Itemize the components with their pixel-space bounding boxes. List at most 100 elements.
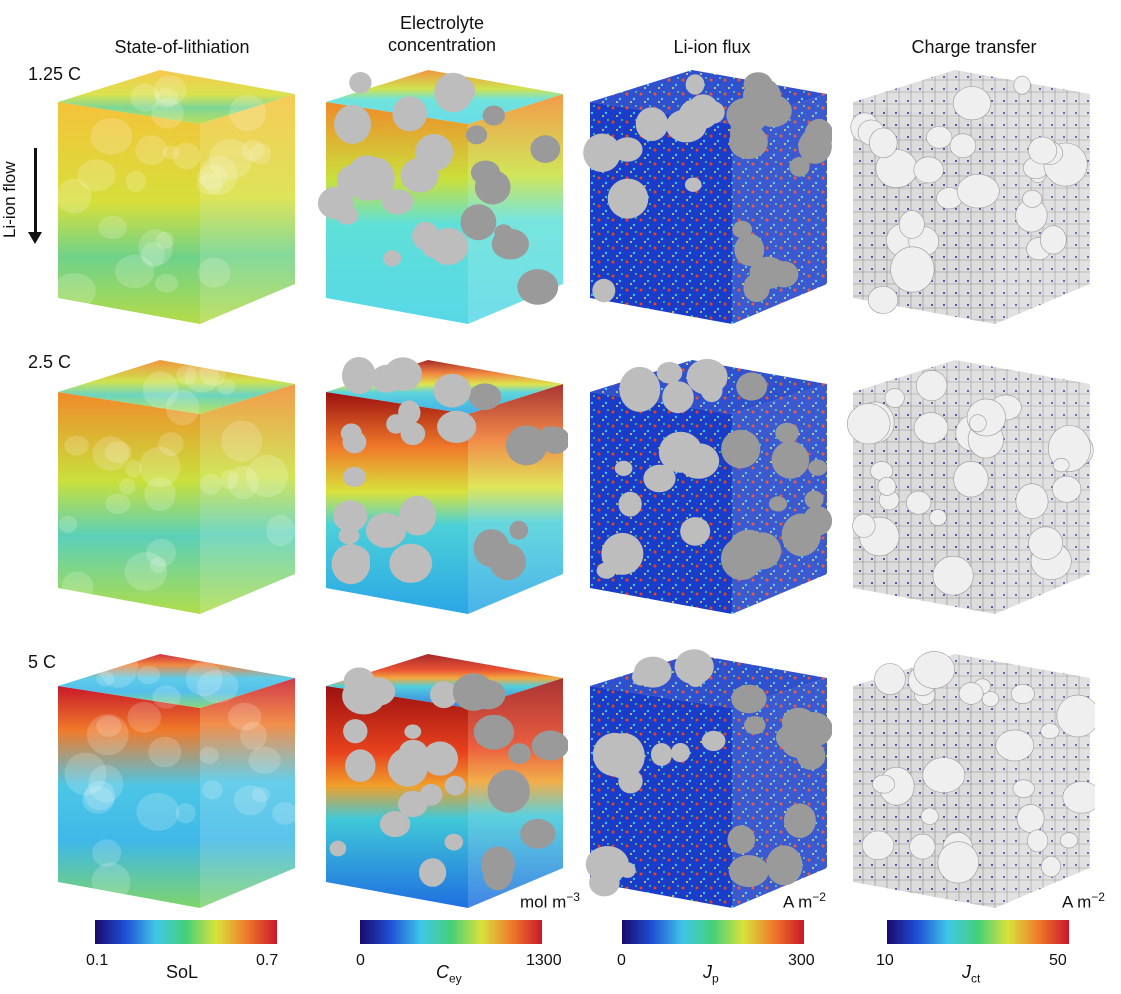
cube-top-face (58, 70, 295, 124)
particle-cross-section (58, 515, 78, 533)
particle-cross-section (228, 702, 262, 731)
particle-cross-section (208, 138, 253, 180)
microstructure-panel-sol-row-3 (58, 646, 298, 908)
particle-cross-section (995, 729, 1035, 762)
particle-cross-section (905, 490, 932, 515)
particle-cross-section (98, 646, 139, 688)
particle-cross-section (734, 233, 765, 266)
particle-cross-section (176, 365, 197, 385)
particle-cross-section (601, 532, 644, 575)
particle-cross-section (196, 669, 239, 704)
cbar-4-min: 10 (876, 952, 894, 969)
particle-cross-section (808, 459, 828, 476)
particle-cross-section (184, 362, 220, 393)
particle-cross-section (61, 571, 94, 603)
particle-cross-section (607, 178, 649, 219)
particle-cross-section (217, 378, 236, 395)
cube-front-face (58, 392, 200, 614)
particle-cross-section (197, 164, 227, 189)
particle-cross-section (614, 460, 633, 476)
particle-cross-section (656, 361, 683, 384)
cbar-2-label-sub: ey (449, 971, 462, 986)
particle-cross-section (56, 178, 92, 214)
particle-cross-section (847, 403, 891, 445)
particle-cross-section (419, 858, 447, 887)
particle-cross-section (196, 172, 223, 195)
particle-cross-section (1056, 694, 1095, 738)
cbar-2-unit-main: mol m (520, 892, 567, 912)
cbar-4-max: 50 (1049, 952, 1067, 969)
particle-cross-section (1022, 189, 1043, 208)
cbar-2-max: 1300 (526, 952, 562, 969)
particle-cross-section (634, 656, 672, 688)
particle-cross-section (444, 833, 464, 851)
particle-cross-section (505, 425, 548, 466)
particle-cross-section (874, 663, 906, 695)
particle-cross-section (771, 441, 810, 479)
colorbar-charge-transfer (887, 920, 1069, 944)
particle-cross-section (602, 733, 645, 779)
particle-cross-section (165, 389, 200, 426)
particle-cross-section (88, 764, 124, 803)
particle-cross-section (509, 520, 529, 540)
particle-cross-section (158, 432, 184, 456)
particle-cross-section (84, 780, 116, 811)
cbar-4-label: Jct (962, 962, 980, 986)
cube-front-face (58, 102, 200, 324)
particle-cross-section (345, 749, 376, 782)
particle-cross-section (884, 388, 905, 408)
particle-cross-section (952, 86, 992, 121)
particle-cross-section (389, 543, 433, 583)
particle-cross-section (520, 818, 556, 849)
particle-cross-section (141, 241, 165, 268)
particle-cross-section (619, 862, 636, 878)
cube-front-face (590, 392, 732, 614)
particle-cross-section (898, 210, 925, 239)
particle-cross-section (1015, 483, 1049, 519)
particle-cross-section (804, 118, 832, 151)
particle-cross-section (766, 845, 803, 886)
particle-cross-section (852, 513, 876, 538)
particle-cross-section (155, 231, 174, 249)
particle-cross-section (202, 780, 223, 800)
particle-cross-section (172, 142, 201, 170)
particle-cross-section (246, 454, 289, 498)
particle-cross-section (335, 206, 359, 225)
cbar-3-unit-sup: −2 (812, 890, 826, 904)
particle-cross-section (199, 155, 238, 196)
particle-cross-section (64, 752, 107, 796)
particle-cross-section (802, 505, 832, 536)
particle-cross-section (334, 104, 372, 144)
particle-cross-section (789, 157, 810, 177)
particle-cross-section (241, 139, 265, 162)
particle-cross-section (444, 775, 466, 796)
particle-cross-section (430, 681, 458, 709)
particle-cross-section (419, 783, 443, 806)
li-ion-flow-label: Li-ion flow (0, 161, 19, 238)
particle-cross-section (1040, 225, 1067, 255)
cbar-1-label: SoL (166, 962, 199, 982)
particle-cross-section (872, 774, 895, 794)
rate-label-3: 5 C (28, 652, 57, 672)
particle-cross-section (680, 517, 711, 546)
microstructure-panel-sol-row-2 (58, 360, 295, 614)
cbar-4-label-sub: ct (971, 971, 981, 986)
particle-cross-section (227, 465, 259, 500)
column-title-line1: Electrolyte (399, 13, 485, 33)
particle-cross-section (969, 414, 987, 433)
particle-cross-section (437, 410, 477, 443)
particle-cross-section (932, 555, 974, 596)
particle-cross-section (585, 846, 629, 883)
cbar-2-min: 0 (356, 952, 365, 969)
particle-cross-section (64, 435, 89, 456)
particle-cross-section (929, 509, 947, 526)
particle-cross-section (233, 785, 267, 816)
particle-cross-section (400, 158, 439, 193)
particle-cross-section (137, 665, 160, 685)
particle-cross-section (152, 685, 181, 709)
particle-cross-section (494, 224, 513, 242)
cube-front-face (58, 686, 200, 908)
particle-cross-section (877, 476, 897, 496)
particle-cross-section (135, 135, 168, 166)
particle-cross-section (700, 378, 723, 403)
